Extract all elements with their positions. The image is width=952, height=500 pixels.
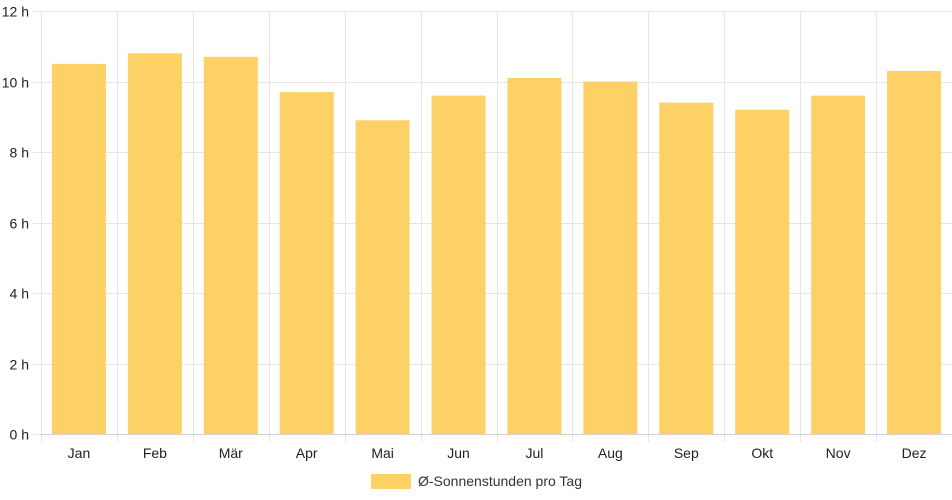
bar-aug[interactable] (583, 81, 638, 435)
y-tick-label: 0 h (10, 427, 29, 443)
legend-swatch (371, 474, 411, 489)
x-tick-label: Mär (219, 445, 243, 461)
bar-nov[interactable] (811, 95, 866, 434)
x-tick-label: Jul (526, 445, 544, 461)
bar-okt[interactable] (735, 109, 790, 434)
bar-jan[interactable] (51, 63, 106, 434)
x-tick-label: Jun (447, 445, 470, 461)
legend[interactable]: Ø-Sonnenstunden pro Tag (371, 473, 582, 489)
bar-mai[interactable] (355, 120, 410, 435)
bar-sep[interactable] (659, 102, 714, 435)
x-tick-label: Nov (826, 445, 851, 461)
grid-lines (33, 11, 952, 442)
y-tick-label: 8 h (10, 145, 29, 161)
bar-apr[interactable] (279, 92, 334, 434)
x-tick-label: Sep (674, 445, 699, 461)
x-axis: Jan Feb Mär Apr Mai Jun Jul Aug Sep Okt Nov Dez (41, 434, 952, 461)
y-tick-label: 6 h (10, 216, 29, 232)
x-tick-label: Dez (902, 445, 927, 461)
y-tick-label: 12 h (2, 4, 29, 20)
y-axis: 0 h 2 h 4 h 6 h 8 h 10 h 12 h (2, 4, 29, 443)
bars (51, 53, 942, 435)
x-tick-label: Mai (371, 445, 394, 461)
y-tick-label: 4 h (10, 286, 29, 302)
y-tick-label: 2 h (10, 357, 29, 373)
x-tick-label: Jan (68, 445, 91, 461)
bar-mär[interactable] (203, 56, 258, 434)
x-tick-label: Feb (143, 445, 167, 461)
bar-dez[interactable] (887, 70, 942, 435)
x-tick-label: Aug (598, 445, 623, 461)
bar-feb[interactable] (127, 53, 182, 435)
bar-jun[interactable] (431, 95, 486, 434)
x-tick-label: Okt (751, 445, 773, 461)
legend-label: Ø-Sonnenstunden pro Tag (418, 473, 582, 489)
y-tick-label: 10 h (2, 75, 29, 91)
bar-jul[interactable] (507, 77, 562, 434)
x-tick-label: Apr (296, 445, 318, 461)
